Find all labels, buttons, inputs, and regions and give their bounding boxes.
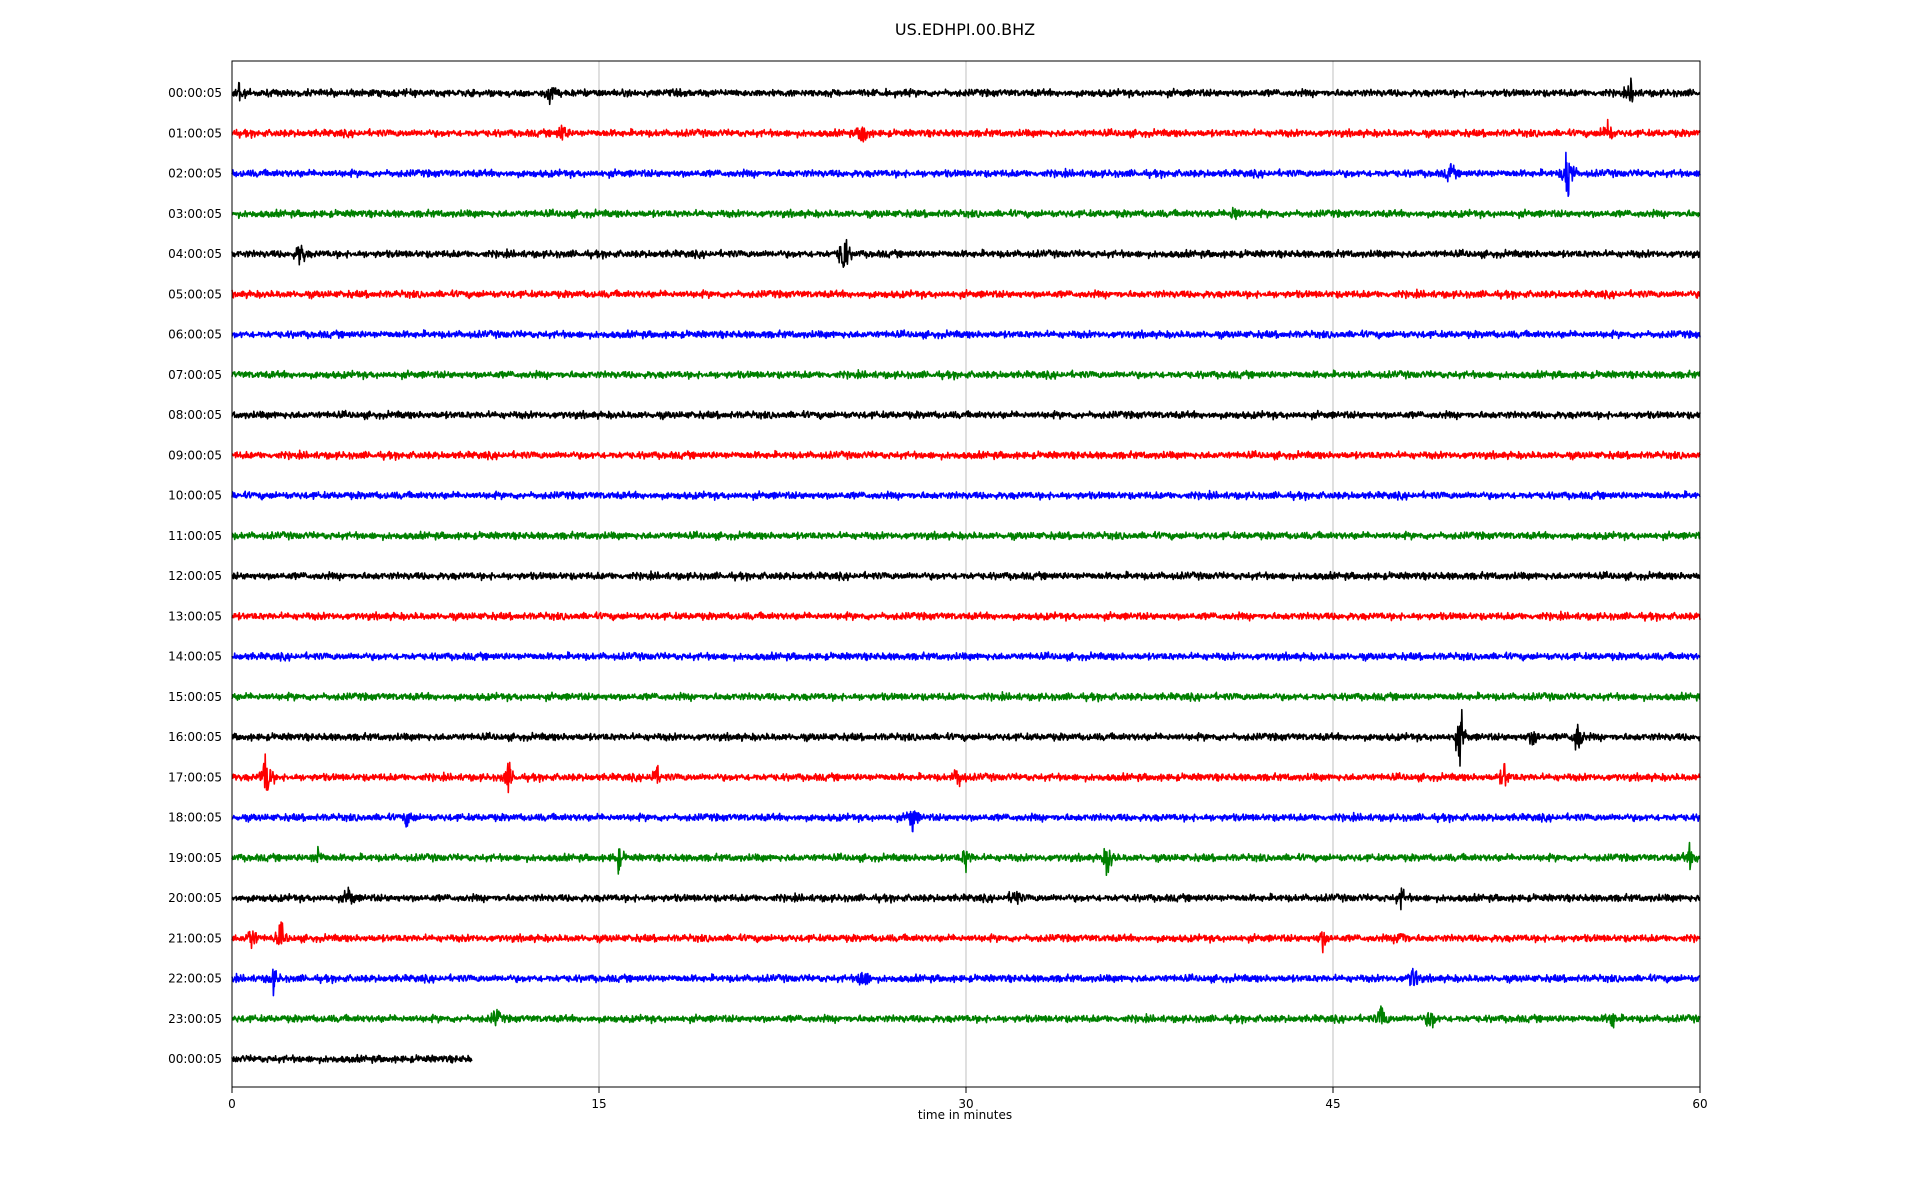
trace-row-10 <box>231 489 1701 502</box>
row-label-2: 02:00:05 <box>168 167 222 181</box>
row-label-6: 06:00:05 <box>168 328 222 342</box>
trace-row-11 <box>231 530 1701 542</box>
trace-row-6 <box>231 329 1701 340</box>
x-tick-label-45: 45 <box>1325 1097 1340 1111</box>
trace-row-15 <box>231 691 1701 703</box>
row-label-3: 03:00:05 <box>168 207 222 221</box>
x-tick-label-60: 60 <box>1692 1097 1707 1111</box>
trace-row-8 <box>231 409 1701 421</box>
row-label-0: 00:00:05 <box>168 86 222 100</box>
row-label-17: 17:00:05 <box>168 770 222 784</box>
row-label-18: 18:00:05 <box>168 811 222 825</box>
trace-lines <box>231 77 1701 1065</box>
row-label-23: 23:00:05 <box>168 1012 222 1026</box>
row-label-14: 14:00:05 <box>168 650 222 664</box>
row-label-20: 20:00:05 <box>168 891 222 905</box>
trace-row-22 <box>231 967 1701 997</box>
trace-row-20 <box>231 886 1701 911</box>
x-axis-ticks: 0 15 30 45 60 <box>228 1087 1708 1111</box>
chart-title: US.EDHPI.00.BHZ <box>895 20 1035 39</box>
row-label-4: 04:00:05 <box>168 247 222 261</box>
x-tick-label-30: 30 <box>958 1097 973 1111</box>
trace-row-16 <box>231 708 1701 767</box>
row-label-24: 00:00:05 <box>168 1052 222 1066</box>
trace-row-13 <box>231 610 1701 622</box>
row-label-15: 15:00:05 <box>168 690 222 704</box>
trace-row-4 <box>231 238 1701 268</box>
trace-row-2 <box>231 151 1701 197</box>
row-label-12: 12:00:05 <box>168 569 222 583</box>
trace-row-0 <box>231 77 1701 106</box>
row-label-11: 11:00:05 <box>168 529 222 543</box>
trace-row-5 <box>231 288 1701 300</box>
x-tick-label-0: 0 <box>228 1097 236 1111</box>
grid-lines <box>598 61 1334 1087</box>
x-axis-label: time in minutes <box>918 1108 1012 1122</box>
row-label-8: 08:00:05 <box>168 408 222 422</box>
trace-row-19 <box>231 841 1701 876</box>
row-label-1: 01:00:05 <box>168 126 222 140</box>
row-time-labels: 00:00:05 01:00:05 02:00:05 03:00:05 04:00:05… <box>168 86 222 1066</box>
row-label-9: 09:00:05 <box>168 448 222 462</box>
row-label-22: 22:00:05 <box>168 972 222 986</box>
row-label-21: 21:00:05 <box>168 931 222 945</box>
trace-row-12 <box>231 570 1701 582</box>
row-label-7: 07:00:05 <box>168 368 222 382</box>
trace-row-3 <box>231 206 1701 221</box>
trace-row-14 <box>231 651 1701 662</box>
trace-row-24 <box>231 1053 473 1065</box>
trace-row-18 <box>231 810 1701 833</box>
trace-row-21 <box>231 921 1701 954</box>
trace-row-9 <box>231 449 1701 461</box>
trace-row-7 <box>231 369 1701 381</box>
trace-row-17 <box>231 753 1701 794</box>
row-label-5: 05:00:05 <box>168 287 222 301</box>
row-label-16: 16:00:05 <box>168 730 222 744</box>
row-label-13: 13:00:05 <box>168 609 222 623</box>
trace-row-23 <box>231 1005 1701 1029</box>
row-label-10: 10:00:05 <box>168 489 222 503</box>
row-label-19: 19:00:05 <box>168 851 222 865</box>
trace-row-1 <box>231 118 1701 143</box>
x-tick-label-15: 15 <box>591 1097 606 1111</box>
